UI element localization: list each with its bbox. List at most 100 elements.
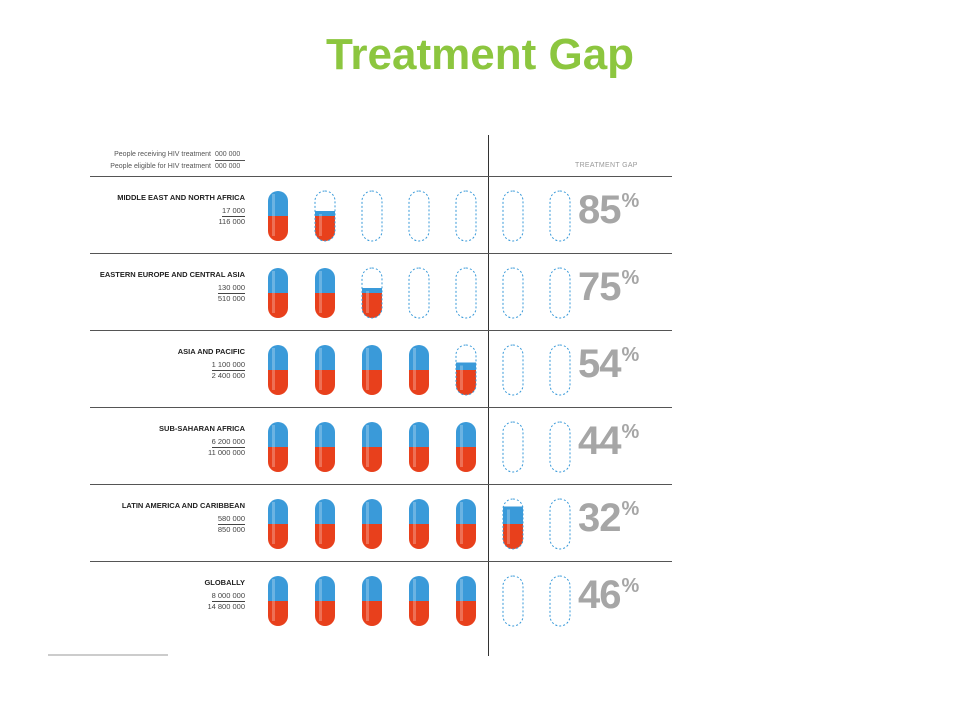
people-eligible-value: 850 000 (217, 525, 245, 534)
pill-full (456, 422, 476, 472)
people-eligible-value: 14 800 000 (207, 602, 245, 611)
legend-receiving: People receiving HIV treatment 000 000 (110, 149, 245, 161)
pill-empty (502, 421, 524, 473)
pill-svg (268, 267, 571, 319)
pill-svg (268, 575, 571, 627)
legend-eligible-value: 000 000 (215, 163, 241, 170)
row-divider (90, 561, 672, 562)
legend-receiving-label: People receiving HIV treatment (114, 151, 211, 158)
vertical-divider (488, 135, 489, 656)
pill-group (267, 344, 571, 396)
pill-partial (502, 498, 524, 550)
pill-svg (268, 344, 571, 396)
pill-partial (314, 190, 336, 242)
row-divider (90, 484, 672, 485)
treatment-gap-chart: People receiving HIV treatment 000 000 Pe… (80, 135, 680, 660)
people-receiving-value: 580 000 (217, 514, 245, 525)
pill-full (315, 268, 335, 318)
pill-empty (549, 421, 571, 473)
pill-empty (502, 344, 524, 396)
pill-full (268, 268, 288, 318)
pill-partial (455, 344, 477, 396)
people-eligible-value: 11 000 000 (208, 448, 245, 457)
people-receiving-value: 17 000 (222, 206, 245, 217)
pill-group (267, 575, 571, 627)
pill-full (315, 345, 335, 395)
pill-full (362, 576, 382, 626)
pill-empty (455, 190, 477, 242)
percent-sign: % (621, 344, 640, 366)
row-divider (90, 330, 672, 331)
people-eligible-value: 2 400 000 (211, 371, 245, 380)
footer-mark (48, 654, 168, 656)
region-numbers: 6 200 000 11 000 000 (208, 437, 245, 458)
pill-group (267, 267, 571, 319)
region-numbers: 130 000 510 000 (217, 283, 245, 304)
region-label: EASTERN EUROPE AND CENTRAL ASIA (99, 270, 245, 279)
treatment-gap-value: 32% (578, 496, 639, 540)
legend-eligible-label: People eligible for HIV treatment (110, 163, 211, 170)
header-divider (90, 176, 672, 177)
region-numbers: 17 000 116 000 (218, 206, 245, 227)
pill-full (409, 422, 429, 472)
percent-sign: % (621, 575, 640, 597)
pill-full (268, 191, 288, 241)
region-numbers: 1 100 000 2 400 000 (211, 360, 245, 381)
people-receiving-value: 6 200 000 (211, 437, 245, 448)
pill-full (268, 422, 288, 472)
pill-svg (268, 498, 571, 550)
pill-empty (549, 190, 571, 242)
region-row: ASIA AND PACIFIC 1 100 000 2 400 000 54% (80, 331, 680, 408)
pill-full (456, 499, 476, 549)
people-receiving-value: 1 100 000 (211, 360, 245, 371)
region-row: LATIN AMERICA AND CARIBBEAN 580 000 850 00… (80, 485, 680, 562)
region-label: GLOBALLY (204, 578, 245, 587)
percent-sign: % (621, 421, 640, 443)
treatment-gap-value: 46% (578, 573, 640, 617)
pill-full (456, 576, 476, 626)
people-eligible-value: 116 000 (218, 217, 245, 226)
people-receiving-value: 130 000 (217, 283, 245, 294)
pill-empty (502, 267, 524, 319)
pill-full (268, 576, 288, 626)
region-row: SUB-SAHARAN AFRICA 6 200 000 11 000 000 44% (80, 408, 680, 485)
region-label: SUB-SAHARAN AFRICA (159, 424, 245, 433)
people-receiving-value: 8 000 000 (211, 591, 245, 602)
pill-full (268, 499, 288, 549)
page-title: Treatment Gap (325, 30, 635, 79)
pill-partial (361, 267, 383, 319)
pill-svg (268, 421, 571, 473)
treatment-gap-value: 44% (578, 419, 640, 463)
pill-full (409, 499, 429, 549)
pill-empty (455, 267, 477, 319)
percent-sign: % (621, 190, 640, 212)
pill-empty (549, 344, 571, 396)
pill-full (409, 576, 429, 626)
percent-sign: % (621, 267, 640, 289)
people-eligible-value: 510 000 (217, 294, 245, 303)
pill-empty (549, 267, 571, 319)
pill-empty (549, 575, 571, 627)
treatment-gap-value: 75% (578, 265, 640, 309)
pill-empty (502, 190, 524, 242)
pill-empty (361, 190, 383, 242)
pill-empty (549, 498, 571, 550)
pill-empty (408, 190, 430, 242)
legend: People receiving HIV treatment 000 000 Pe… (110, 149, 245, 172)
region-label: LATIN AMERICA AND CARIBBEAN (121, 501, 245, 510)
region-numbers: 8 000 000 14 800 000 (207, 591, 245, 612)
row-divider (90, 407, 672, 408)
region-numbers: 580 000 850 000 (217, 514, 245, 535)
pill-svg (268, 190, 571, 242)
pill-full (362, 345, 382, 395)
pill-group (267, 498, 571, 550)
pill-full (362, 499, 382, 549)
pill-full (315, 499, 335, 549)
legend-eligible: People eligible for HIV treatment 000 000 (110, 161, 245, 172)
treatment-gap-header: TREATMENT GAP (575, 162, 638, 169)
pill-full (268, 345, 288, 395)
pill-empty (502, 575, 524, 627)
pill-empty (408, 267, 430, 319)
treatment-gap-value: 85% (578, 188, 640, 232)
region-label: ASIA AND PACIFIC (177, 347, 245, 356)
